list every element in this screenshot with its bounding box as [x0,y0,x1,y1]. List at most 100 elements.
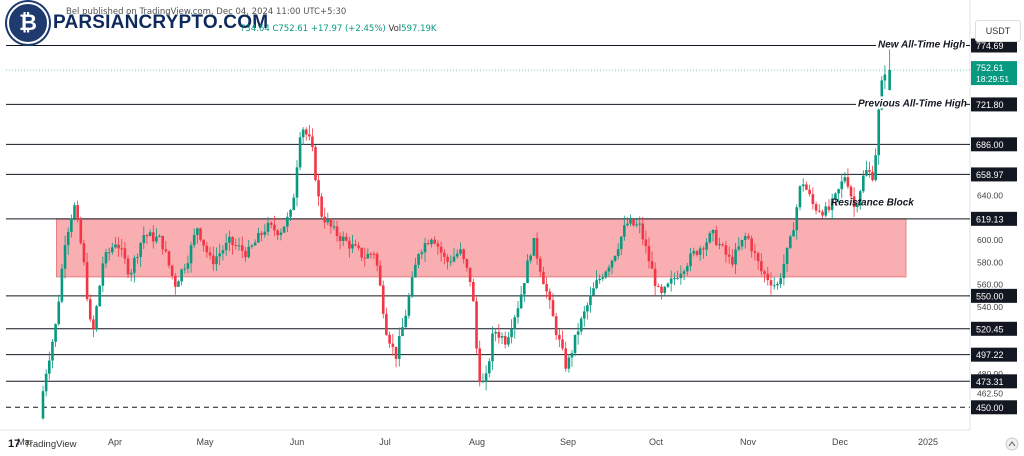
candle-body [41,391,45,419]
candle-body [747,236,750,239]
candle-body [250,245,254,247]
candle-body [846,177,850,187]
tradingview-logo-icon: 17 [8,438,21,450]
candle-body [629,219,632,224]
candle-body [538,258,542,272]
candle-body [763,271,766,274]
candle-body [711,230,715,234]
candle-body [641,223,645,240]
candle-body [753,251,757,253]
candle-body [82,243,86,263]
candle-body [76,205,79,221]
candle-body [234,244,238,246]
level-label: 473.31 [976,377,1004,387]
candle-body [663,286,667,293]
candle-body [260,233,263,235]
candle-body [292,197,296,211]
candle-body [564,348,568,369]
candle-body [769,280,773,286]
candle-body [215,256,218,265]
candle-body [673,278,676,280]
candle-body [695,251,699,255]
candle-body [682,271,686,274]
candle-body [500,335,504,338]
candle-body [397,336,401,359]
candle-body [676,278,679,280]
candle-body [830,198,834,211]
candle-body [714,230,718,245]
candle-body [604,271,608,278]
candle-body [782,263,786,279]
candle-body [529,255,532,261]
candle-body [145,235,149,237]
candle-body [880,80,884,110]
candle-body [507,337,510,345]
candle-body [101,263,105,286]
candle-body [535,238,539,259]
tradingview-footer[interactable]: 17 TradingView [8,438,77,450]
candle-body [685,266,689,272]
candle-body [551,300,555,317]
candle-body [183,268,187,270]
level-label: 721.80 [976,100,1004,110]
currency-button[interactable]: USDT [975,20,1021,42]
y-tick-label: 600.00 [977,235,1003,245]
y-tick-label: 480.00 [977,369,1003,379]
y-tick-label: 540.00 [977,302,1003,312]
candle-body [779,278,782,285]
candle-body [244,250,247,258]
annotation-bg [876,37,966,50]
candle-body [298,137,302,168]
candle-body [237,245,241,247]
candle-body [202,239,205,246]
candle-body [133,257,136,273]
candle-body [883,74,887,81]
bitcoin-icon: ₿ [7,2,49,44]
candle-body [785,247,789,264]
candle-body [394,346,398,359]
candle-body [430,239,433,245]
candle-body [586,305,589,312]
candle-body [497,331,501,338]
x-tick-label: Sep [560,437,576,447]
candle-body [858,191,862,205]
author-prefix: Bel [66,7,80,17]
candle-body [731,256,734,265]
candle-body [491,333,494,362]
candle-body [414,264,417,278]
candle-body [532,238,536,256]
x-tick-label: Jul [379,437,391,447]
candle-body [554,316,558,336]
candle-body [273,224,276,231]
candle-body [326,219,330,223]
candle-body [92,319,95,330]
candle-body [750,238,753,252]
candle-body [824,206,828,216]
scroll-corner-icon[interactable] [1005,437,1019,451]
candle-body [743,236,747,240]
candle-body [607,267,611,272]
candle-body [510,329,513,338]
candle-body [452,256,456,262]
x-tick-label: Dec [832,437,849,447]
candle-body [111,247,114,253]
candle-body [253,242,257,246]
level-label: 686.00 [976,140,1004,150]
candle-body [221,250,225,254]
candle-body [808,189,811,195]
candle-body [513,317,517,330]
candle-body [459,249,462,254]
candle-body [161,235,164,250]
candle-body [136,256,139,258]
resistance-zone [56,218,907,278]
last-price-countdown: 18:29:51 [976,74,1009,84]
level-label: 550.00 [976,291,1004,301]
candle-body [545,284,548,292]
candle-body [523,283,526,295]
candle-body [228,236,231,243]
candle-body [85,262,89,300]
candle-body [516,308,520,318]
candle-body [60,268,64,302]
candle-body [692,251,696,254]
candle-body [582,311,586,319]
